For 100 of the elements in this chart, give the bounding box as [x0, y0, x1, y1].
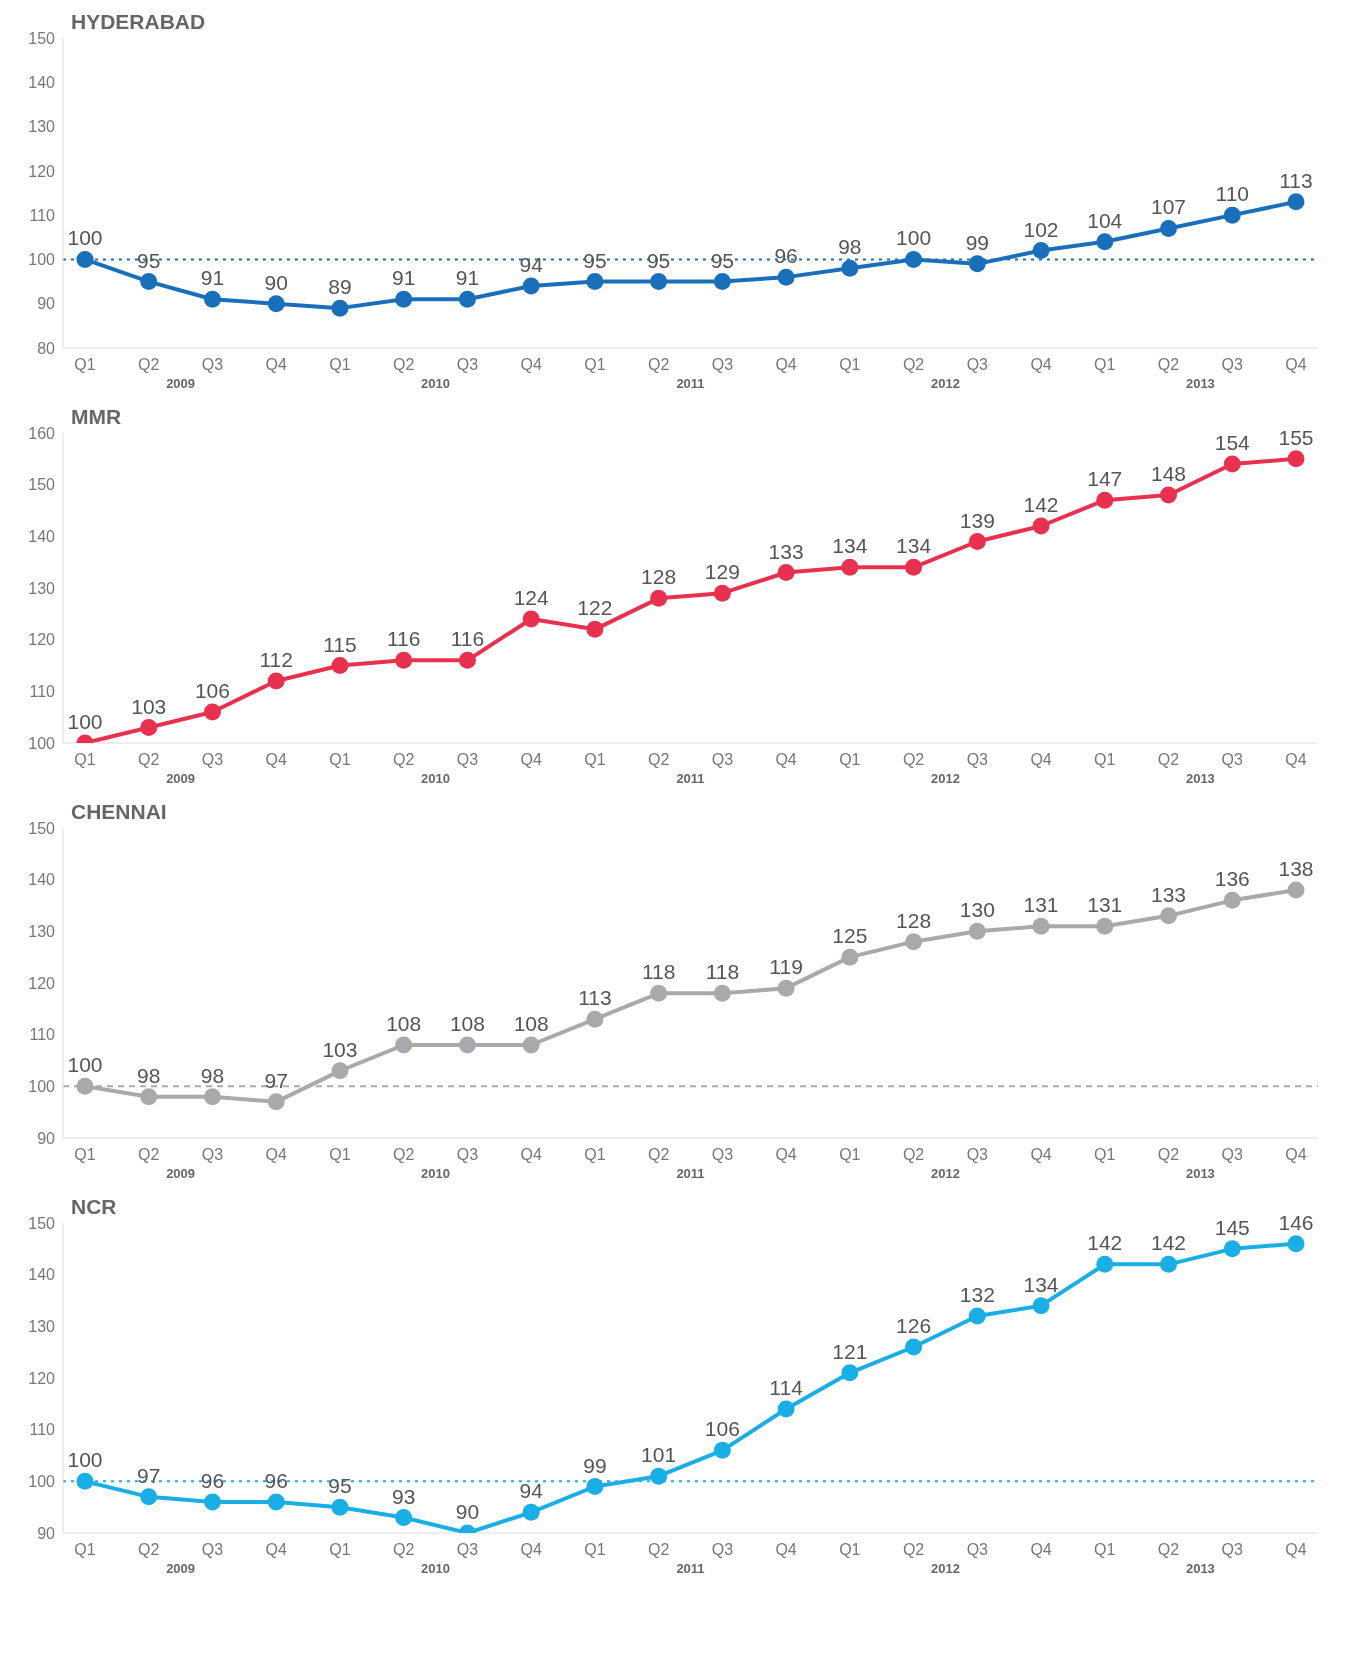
- point: [203, 703, 221, 721]
- text: 2012: [930, 1561, 960, 1576]
- x-tick-label: Q4: [265, 1541, 287, 1558]
- y-tick-label: 100: [28, 1078, 56, 1096]
- y-tick-label: 90: [37, 1524, 56, 1542]
- point: [395, 290, 413, 308]
- y-tick-label: 120: [28, 631, 56, 649]
- data-label: 147: [1087, 467, 1123, 491]
- x-tick-label: Q1: [839, 751, 861, 768]
- data-label: 106: [194, 679, 230, 702]
- x-tick-label: Q4: [265, 751, 287, 768]
- y-tick-label: 100: [28, 1473, 56, 1491]
- text: 2010: [421, 771, 451, 786]
- data-label: 91: [392, 266, 416, 290]
- x-tick-label: Q2: [647, 356, 670, 373]
- x-tick-label: Q4: [1030, 751, 1052, 768]
- y-tick-label: 80: [37, 339, 56, 357]
- x-tick-label: Q1: [584, 1541, 606, 1558]
- data-label: 112: [259, 648, 293, 671]
- data-label: 121: [832, 1339, 868, 1363]
- point: [905, 250, 923, 268]
- text: 2011: [676, 1166, 705, 1181]
- text: 2009: [166, 771, 196, 786]
- data-label: 96: [264, 1469, 288, 1492]
- x-tick-label: Q3: [456, 1541, 479, 1558]
- x-tick-label: Q3: [1221, 1146, 1244, 1163]
- data-label: 155: [1278, 425, 1314, 449]
- data-label: 113: [578, 986, 612, 1010]
- x-tick-label: Q4: [775, 356, 797, 373]
- text: 2010: [421, 376, 451, 391]
- point: [331, 1062, 349, 1080]
- data-label: 142: [1023, 493, 1059, 516]
- data-label: 95: [328, 1474, 352, 1498]
- data-label: 91: [200, 266, 225, 290]
- data-label: 126: [896, 1314, 932, 1337]
- x-tick-label: Q2: [138, 356, 160, 373]
- x-tick-label: Q2: [902, 356, 925, 373]
- point: [777, 564, 795, 581]
- x-tick-label: Q1: [329, 356, 351, 373]
- point: [1032, 242, 1050, 260]
- text: 2010: [421, 1166, 451, 1181]
- chart-title: NCR: [71, 1195, 117, 1219]
- point: [1160, 907, 1178, 925]
- point: [841, 259, 859, 277]
- x-tick-label: Q2: [393, 1541, 415, 1558]
- x-tick-label: Q4: [775, 751, 797, 768]
- x-tick-label: Q4: [775, 1146, 797, 1163]
- point: [1287, 1235, 1305, 1253]
- x-tick-label: Q2: [902, 751, 925, 768]
- data-label: 134: [1023, 1272, 1059, 1296]
- x-tick-label: Q4: [265, 356, 287, 373]
- x-tick-label: Q3: [201, 1541, 224, 1558]
- x-tick-label: Q2: [647, 751, 670, 768]
- data-label: 136: [1214, 867, 1250, 891]
- x-tick-label: Q1: [584, 356, 606, 373]
- data-label: 98: [137, 1063, 161, 1087]
- chart-title: MMR: [71, 405, 122, 429]
- x-tick-label: Q3: [711, 1146, 734, 1163]
- y-tick-label: 100: [28, 251, 56, 269]
- x-tick-label: Q2: [138, 751, 160, 768]
- point: [1223, 1240, 1241, 1258]
- x-tick-label: Q4: [520, 1146, 542, 1163]
- data-label: 118: [641, 960, 676, 984]
- point: [395, 651, 413, 669]
- x-tick-label: Q4: [1285, 751, 1307, 768]
- point: [203, 1088, 221, 1106]
- x-tick-label: Q1: [74, 751, 96, 768]
- point: [458, 1036, 476, 1054]
- text: 2013: [1185, 376, 1215, 391]
- point: [140, 1488, 158, 1506]
- text: 2013: [1185, 1561, 1215, 1576]
- x-tick-label: Q1: [1094, 1541, 1116, 1558]
- x-tick-label: Q4: [1285, 356, 1307, 373]
- y-tick-label: 90: [37, 295, 56, 313]
- data-label: 103: [322, 1037, 358, 1061]
- x-tick-label: Q2: [647, 1146, 670, 1163]
- point: [586, 1478, 604, 1495]
- point: [522, 1036, 540, 1054]
- y-tick-label: 150: [28, 1214, 56, 1232]
- data-label: 100: [67, 1053, 103, 1077]
- text: 2010: [421, 1561, 451, 1576]
- data-label: 115: [323, 632, 357, 656]
- x-tick-label: Q4: [1285, 1541, 1307, 1558]
- data-label: 96: [774, 244, 798, 268]
- data-label: 130: [959, 898, 995, 922]
- data-label: 116: [450, 627, 485, 651]
- data-label: 100: [67, 710, 103, 733]
- x-tick-label: Q3: [711, 1541, 734, 1558]
- x-tick-label: Q3: [966, 356, 989, 373]
- data-label: 108: [449, 1012, 485, 1035]
- data-label: 100: [896, 226, 932, 250]
- y-tick-label: 110: [29, 206, 56, 224]
- x-tick-label: Q3: [456, 751, 479, 768]
- point: [650, 589, 668, 607]
- x-tick-label: Q1: [839, 1146, 861, 1163]
- x-tick-label: Q2: [1157, 1541, 1180, 1558]
- point: [968, 1307, 986, 1325]
- point: [777, 268, 795, 286]
- data-label: 134: [832, 534, 868, 558]
- y-tick-label: 120: [28, 1369, 56, 1387]
